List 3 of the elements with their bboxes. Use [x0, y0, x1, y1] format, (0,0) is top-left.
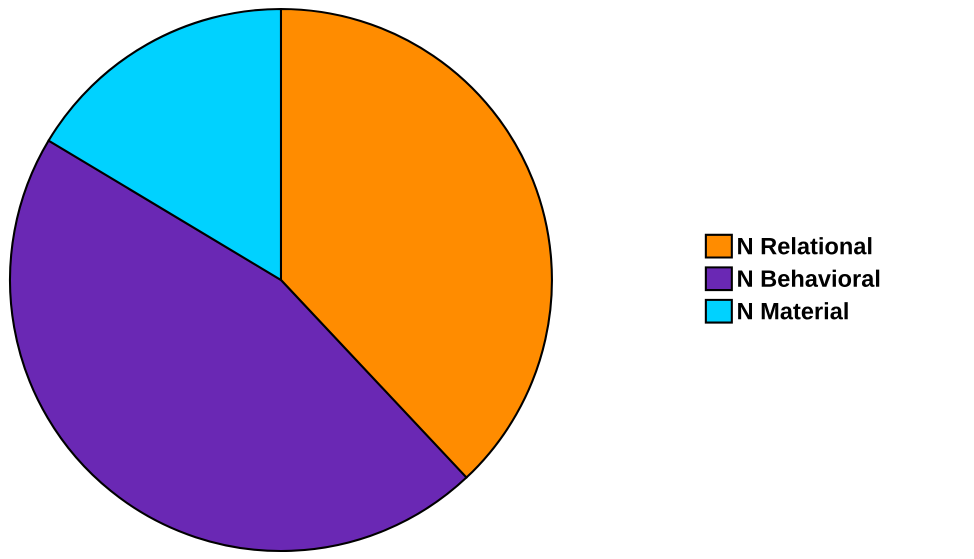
legend-label: N Relational — [738, 237, 872, 254]
legend-label: N Material — [738, 302, 848, 320]
legend-label: N Behavioral — [738, 270, 880, 287]
